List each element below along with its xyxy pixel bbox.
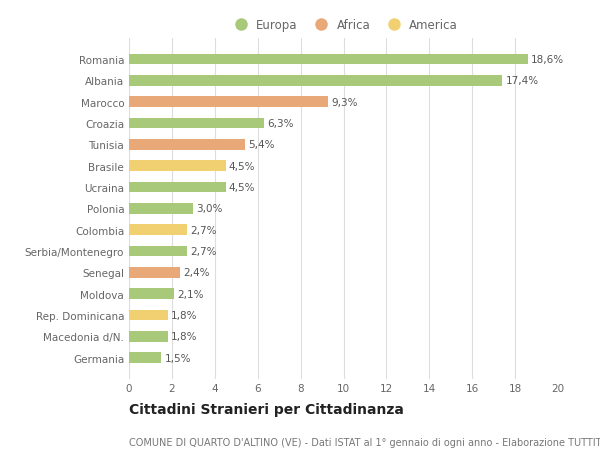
Text: Cittadini Stranieri per Cittadinanza: Cittadini Stranieri per Cittadinanza: [129, 402, 404, 416]
Bar: [129, 246, 187, 257]
Bar: [129, 203, 193, 214]
Bar: [129, 118, 264, 129]
Bar: [129, 331, 167, 342]
Text: 2,4%: 2,4%: [184, 268, 210, 278]
Bar: [129, 97, 328, 108]
Text: 6,3%: 6,3%: [268, 119, 294, 129]
Text: 1,8%: 1,8%: [171, 310, 197, 320]
Bar: [129, 161, 226, 172]
Bar: [129, 310, 167, 321]
Text: 4,5%: 4,5%: [229, 161, 255, 171]
Bar: [129, 353, 161, 363]
Text: 1,8%: 1,8%: [171, 332, 197, 341]
Text: 9,3%: 9,3%: [332, 97, 358, 107]
Bar: [129, 182, 226, 193]
Text: 4,5%: 4,5%: [229, 183, 255, 192]
Text: 17,4%: 17,4%: [505, 76, 539, 86]
Bar: [129, 289, 174, 299]
Text: 1,5%: 1,5%: [164, 353, 191, 363]
Text: 2,1%: 2,1%: [177, 289, 204, 299]
Text: 2,7%: 2,7%: [190, 246, 217, 257]
Bar: [129, 55, 528, 65]
Bar: [129, 140, 245, 150]
Text: 18,6%: 18,6%: [531, 55, 565, 65]
Bar: [129, 225, 187, 235]
Text: COMUNE DI QUARTO D'ALTINO (VE) - Dati ISTAT al 1° gennaio di ogni anno - Elabora: COMUNE DI QUARTO D'ALTINO (VE) - Dati IS…: [129, 437, 600, 447]
Bar: [129, 268, 181, 278]
Text: 5,4%: 5,4%: [248, 140, 275, 150]
Text: 2,7%: 2,7%: [190, 225, 217, 235]
Bar: [129, 76, 502, 86]
Text: 3,0%: 3,0%: [197, 204, 223, 214]
Legend: Europa, Africa, America: Europa, Africa, America: [224, 14, 463, 37]
